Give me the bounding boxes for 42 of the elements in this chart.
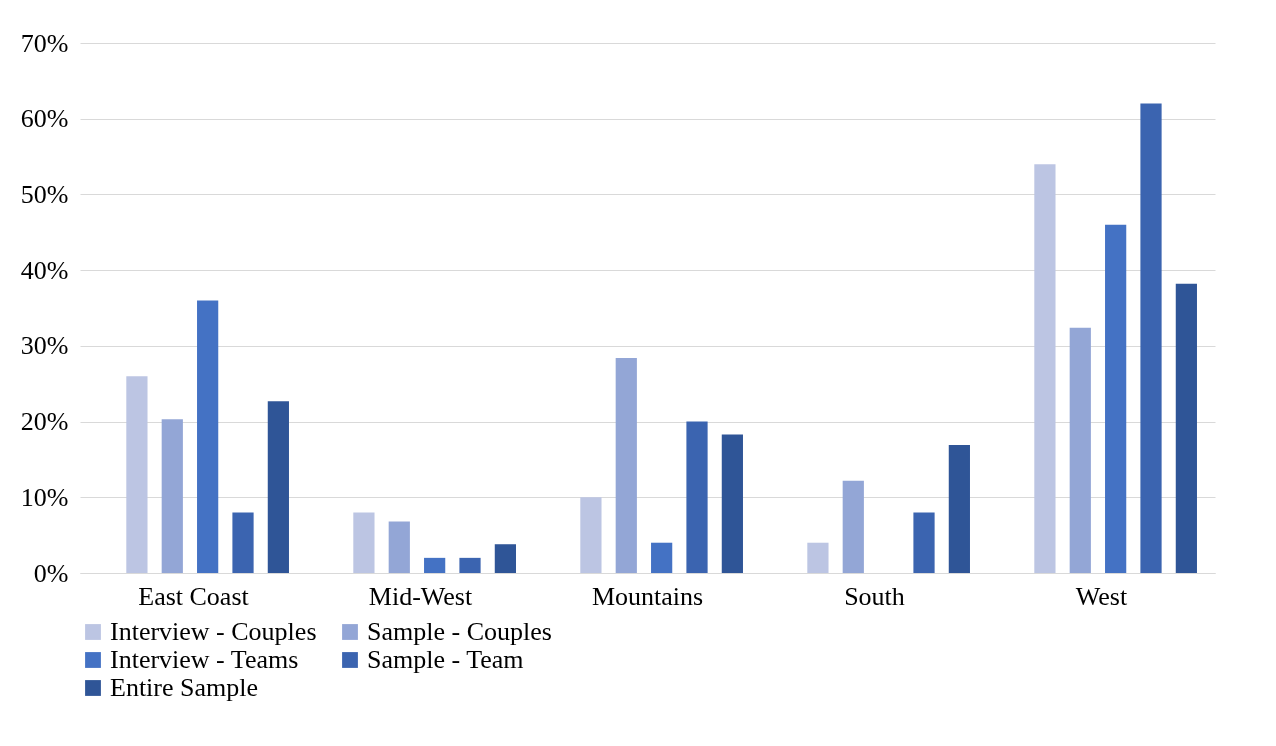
legend-label: Sample - Couples: [367, 617, 552, 646]
bar: [807, 542, 829, 573]
bar: [459, 557, 481, 573]
y-tick-label: 60%: [20, 104, 69, 134]
y-tick-label: 40%: [20, 255, 69, 285]
y-tick-label: 50%: [20, 179, 69, 209]
bar: [948, 445, 970, 573]
bar: [1175, 283, 1197, 573]
bar: [353, 512, 375, 573]
y-tick-label: 20%: [20, 407, 69, 437]
y-tick-label: 10%: [20, 482, 69, 512]
bar: [494, 544, 516, 573]
bar: [686, 421, 708, 573]
bar: [615, 357, 637, 573]
bar: [580, 497, 602, 573]
bar: [842, 480, 864, 573]
x-tick-label: West: [1075, 581, 1128, 611]
bar: [232, 512, 254, 573]
y-tick-label: 70%: [20, 28, 69, 58]
bar: [913, 512, 935, 573]
bar: [267, 401, 289, 573]
bar: [161, 419, 183, 573]
bar: [1034, 164, 1056, 573]
bar: [197, 300, 219, 573]
legend-label: Interview - Teams: [110, 645, 299, 674]
x-tick-label: Mid-West: [368, 581, 473, 611]
legend-label: Entire Sample: [110, 673, 259, 702]
bar: [388, 521, 410, 573]
legend-label: Interview - Couples: [110, 617, 317, 646]
legend-label: Sample - Team: [367, 645, 524, 674]
bar: [126, 376, 148, 573]
bar: [1140, 103, 1162, 573]
x-tick-label: South: [844, 581, 905, 611]
y-tick-label: 0%: [33, 558, 69, 588]
bar: [1069, 327, 1091, 573]
x-tick-label: East Coast: [138, 581, 250, 611]
bar: [1105, 224, 1127, 573]
bar: [424, 557, 446, 573]
x-tick-label: Mountains: [591, 581, 704, 611]
bar: [721, 434, 743, 573]
bar: [651, 542, 673, 573]
y-tick-label: 30%: [20, 331, 69, 361]
